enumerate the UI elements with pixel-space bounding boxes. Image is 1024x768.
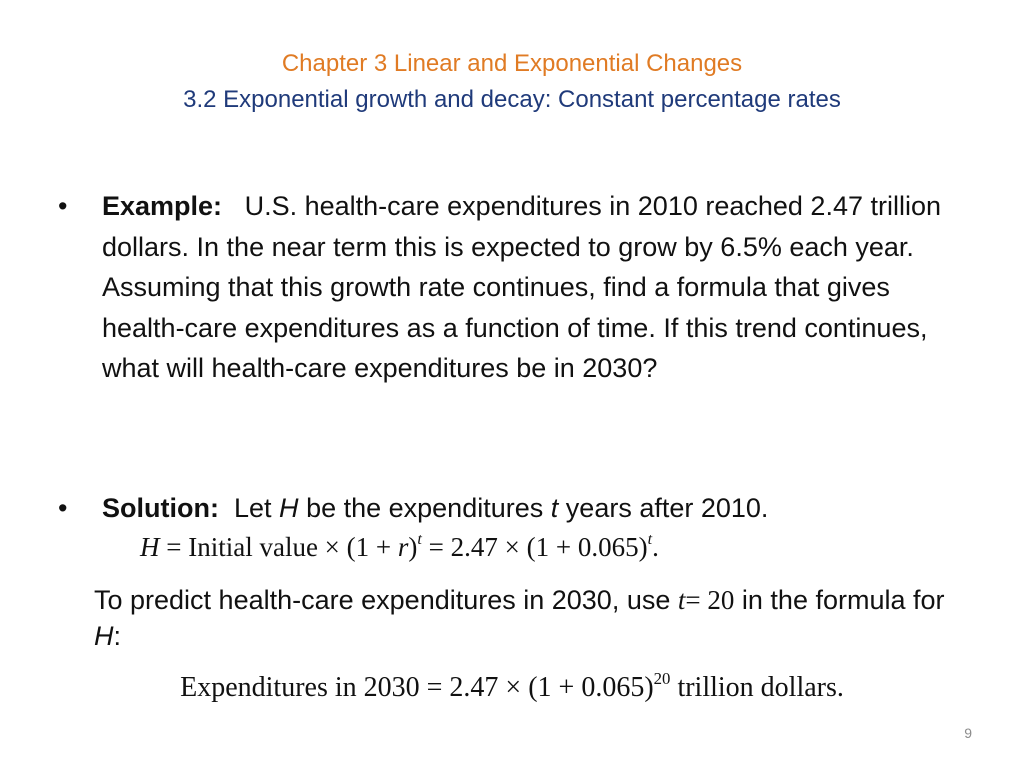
expenditures-tail: trillion dollars.: [670, 672, 844, 703]
solution-label: Solution:: [102, 493, 219, 523]
variable-t: t: [550, 493, 559, 523]
example-text: U.S. health-care expenditures in 2010 re…: [102, 191, 942, 383]
solution-years-after: years after 2010.: [565, 493, 769, 523]
predict-H: H: [94, 621, 114, 651]
solution-let: Let: [233, 493, 272, 523]
example-bullet: • Example: U.S. health-care expenditures…: [58, 186, 978, 389]
section-title: 3.2 Exponential growth and decay: Consta…: [183, 86, 841, 113]
bullet-dot: •: [58, 493, 68, 523]
formula-eq2: = 2.47 × (1 + 0.065): [421, 532, 648, 562]
predict-t: t: [677, 585, 686, 615]
predict-text: To predict health-care expenditures in 2…: [94, 582, 974, 654]
predict-eq: = 20: [685, 585, 735, 615]
formula-exp-t2: t: [647, 530, 653, 548]
growth-formula: H = Initial value × (1 + r)t = 2.47 × (1…: [140, 530, 659, 563]
example-label: Example:: [102, 191, 223, 221]
formula-r: r: [397, 532, 409, 562]
formula-eq1: = Initial value × (1 +: [159, 532, 398, 562]
solution-be-the: be the expenditures: [306, 493, 544, 523]
formula-period: .: [652, 532, 659, 562]
expenditures-formula: Expenditures in 2030 = 2.47 × (1 + 0.065…: [0, 668, 1024, 704]
page-number: 9: [964, 725, 972, 741]
formula-H: H: [140, 532, 160, 562]
formula-exp-t: t: [417, 530, 422, 548]
bullet-dot: •: [58, 191, 68, 221]
solution-bullet: • Solution: Let H be the expenditures t …: [58, 488, 978, 529]
solution-body: Solution: Let H be the expenditures t ye…: [102, 488, 978, 529]
variable-H: H: [279, 493, 299, 523]
slide-title: Chapter 3 Linear and Exponential Changes…: [0, 46, 1024, 118]
chapter-title: Chapter 3 Linear and Exponential Changes: [281, 50, 743, 77]
predict-text2: in the formula for: [741, 585, 945, 615]
expenditures-text: Expenditures in 2030 = 2.47 × (1 + 0.065…: [180, 672, 654, 703]
example-body: Example: U.S. health-care expenditures i…: [102, 186, 978, 389]
predict-text1: To predict health-care expenditures in 2…: [94, 585, 671, 615]
expenditures-exponent: 20: [653, 668, 671, 688]
predict-colon: :: [113, 621, 122, 651]
formula-close: ): [408, 532, 418, 562]
